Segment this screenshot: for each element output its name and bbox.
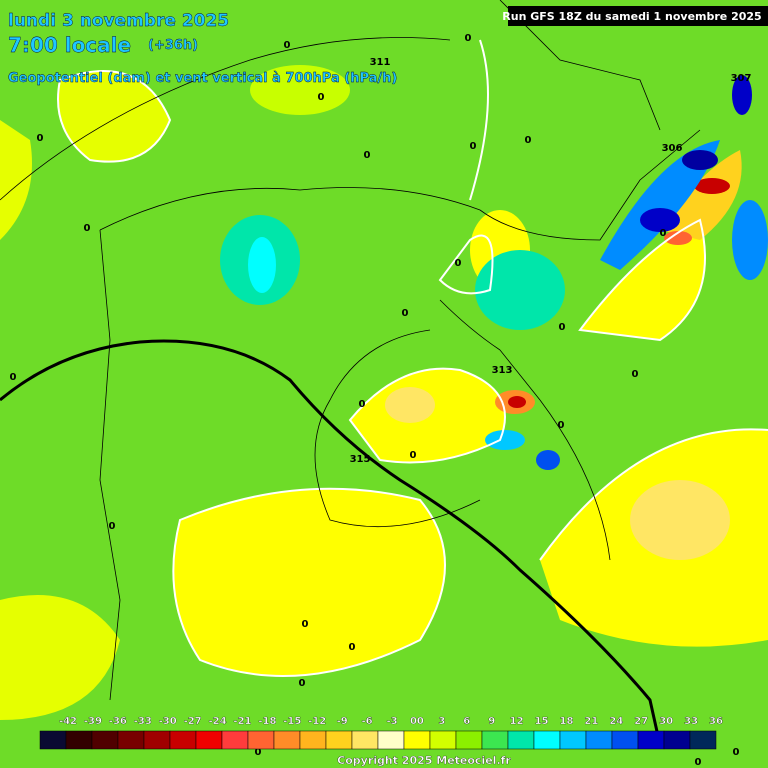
map-label: 0 <box>302 619 309 630</box>
legend-label: 30 <box>659 716 673 727</box>
legend-swatch <box>273 730 301 750</box>
legend-label: -18 <box>258 716 276 727</box>
map-label: 311 <box>370 57 391 68</box>
legend-swatch <box>351 730 379 750</box>
map-label: 0 <box>559 322 566 333</box>
legend-label: -9 <box>337 716 348 727</box>
map-label: 0 <box>632 369 639 380</box>
legend-swatch <box>533 730 561 750</box>
map-label: 307 <box>731 73 752 84</box>
map-label: 0 <box>364 150 371 161</box>
legend-label: 36 <box>709 716 723 727</box>
map-label: 0 <box>84 223 91 234</box>
map-label: 313 <box>492 365 513 376</box>
legend-swatch <box>507 730 535 750</box>
legend-swatch <box>65 730 93 750</box>
map-label: 0 <box>402 308 409 319</box>
borders <box>0 0 701 701</box>
legend-swatch <box>377 730 405 750</box>
legend-label: 00 <box>410 716 424 727</box>
legend-swatch <box>247 730 275 750</box>
map-label: 0 <box>465 33 472 44</box>
legend-swatch <box>637 730 665 750</box>
legend-swatch <box>663 730 691 750</box>
map-label: 0 <box>558 420 565 431</box>
legend-swatch <box>117 730 145 750</box>
legend-label: -27 <box>184 716 202 727</box>
legend-label: -39 <box>84 716 102 727</box>
legend-swatch <box>585 730 613 750</box>
map-label: 306 <box>662 143 683 154</box>
legend-swatch <box>299 730 327 750</box>
legend-label: -21 <box>233 716 251 727</box>
map-label: 0 <box>525 135 532 146</box>
map-label: 0 <box>37 133 44 144</box>
legend-label: -6 <box>362 716 373 727</box>
legend-label: 6 <box>463 716 470 727</box>
legend-swatch <box>559 730 587 750</box>
legend-swatch <box>403 730 431 750</box>
lead: (+36h) <box>148 38 198 53</box>
legend-label: 18 <box>560 716 574 727</box>
legend-swatch <box>481 730 509 750</box>
legend-label: -36 <box>109 716 127 727</box>
legend-label: -30 <box>159 716 177 727</box>
legend-label: -24 <box>208 716 226 727</box>
legend-label: 27 <box>634 716 648 727</box>
map-label: 0 <box>470 141 477 152</box>
legend-label: 21 <box>584 716 598 727</box>
legend-swatch <box>611 730 639 750</box>
legend-swatch <box>143 730 171 750</box>
date: lundi 3 novembre 2025 <box>8 11 229 31</box>
map-label: 0 <box>455 258 462 269</box>
legend: -42 -39 -36 -33 -30 -27 -24 -21 -18 -15 -12 -9 -6 -3 0… <box>39 716 723 750</box>
legend-label: -3 <box>386 716 397 727</box>
map-label: 0 <box>733 747 740 758</box>
map-label: 0 <box>299 678 306 689</box>
legend-swatch <box>429 730 457 750</box>
legend-label: -15 <box>283 716 301 727</box>
legend-label: 3 <box>438 716 445 727</box>
legend-label: 12 <box>510 716 524 727</box>
map-label: 0 <box>10 372 17 383</box>
run: Run GFS 18Z du samedi 1 novembre 2025 <box>502 10 761 23</box>
copyright: Copyright 2025 Meteociel.fr <box>337 754 511 767</box>
map-label: 0 <box>109 521 116 532</box>
legend-label: 24 <box>609 716 623 727</box>
legend-swatch <box>195 730 223 750</box>
map-label: 315 <box>350 454 371 465</box>
legend-swatch <box>169 730 197 750</box>
map-label: 0 <box>284 40 291 51</box>
legend-label: -42 <box>59 716 77 727</box>
time: 7:00 locale <box>8 33 131 57</box>
map-label: 0 <box>349 642 356 653</box>
legend-label: 9 <box>488 716 495 727</box>
map-label: 0 <box>660 228 667 239</box>
map-label: 0 <box>410 450 417 461</box>
legend-swatch <box>91 730 119 750</box>
legend-label: -33 <box>134 716 152 727</box>
map-label: 0 <box>359 399 366 410</box>
field-patches <box>0 65 768 720</box>
map-label: 0 <box>255 747 262 758</box>
map-label: 0 <box>695 757 702 768</box>
legend-swatch <box>689 730 717 750</box>
legend-swatch <box>325 730 353 750</box>
legend-swatch <box>39 730 67 750</box>
geopotential-line <box>0 339 662 746</box>
legend-label: -12 <box>308 716 326 727</box>
legend-label: 15 <box>535 716 549 727</box>
contours <box>57 39 768 677</box>
legend-swatch <box>455 730 483 750</box>
legend-swatch <box>221 730 249 750</box>
run-box <box>508 6 768 26</box>
parameter: Geopotentiel (dam) et vent vertical à 70… <box>8 71 397 86</box>
legend-label: 33 <box>684 716 698 727</box>
map-label: 0 <box>318 92 325 103</box>
